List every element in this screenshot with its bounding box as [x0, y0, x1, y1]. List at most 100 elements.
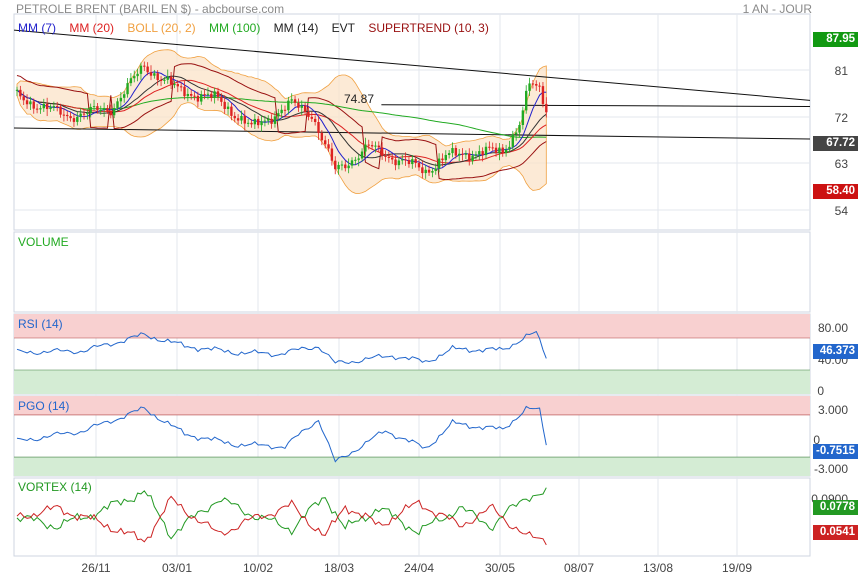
candle — [404, 152, 407, 166]
candle-body — [257, 118, 260, 126]
vortex-minus-line — [16, 495, 547, 546]
candle — [15, 86, 19, 97]
candle-body — [330, 148, 334, 161]
candle — [387, 151, 391, 163]
candle-body — [213, 91, 216, 98]
candle-body — [521, 110, 525, 126]
candle-body — [350, 160, 354, 166]
candle-body — [525, 90, 528, 111]
candle — [451, 142, 454, 158]
candle — [206, 87, 210, 100]
candle — [89, 103, 92, 118]
candle-body — [109, 110, 112, 116]
candle — [173, 80, 176, 89]
badge-low: 58.40 — [813, 184, 858, 199]
candle-body — [273, 116, 277, 124]
candle — [72, 113, 76, 127]
candle — [243, 110, 246, 131]
candle-body — [35, 108, 39, 110]
badge-high: 87.95 — [813, 32, 858, 47]
candle-body — [313, 118, 317, 122]
candle-body — [528, 83, 531, 91]
candle — [317, 116, 320, 140]
candle-body — [370, 145, 374, 147]
bollinger-band — [16, 49, 547, 195]
vortex-minus-badge: 0.0541 — [813, 525, 858, 540]
badge-last: 67.72 — [813, 136, 858, 151]
candle — [76, 111, 79, 126]
candle — [92, 99, 96, 111]
trendline — [381, 104, 811, 108]
candle-body — [190, 93, 193, 96]
price-annotation: 74.87 — [344, 92, 375, 106]
candle — [106, 104, 109, 114]
candle-body — [441, 158, 444, 161]
candle-body — [411, 159, 414, 165]
rsi-tick-80: 80.00 — [817, 321, 848, 335]
candle-body — [267, 118, 270, 121]
candle-body — [193, 95, 196, 97]
candle — [210, 90, 213, 102]
candle-body — [367, 144, 370, 146]
candle-body — [49, 107, 52, 110]
candle — [136, 68, 139, 82]
candle-body — [297, 102, 300, 108]
candle — [401, 154, 404, 165]
candle — [461, 148, 464, 161]
candle — [360, 148, 364, 162]
candle — [303, 102, 307, 116]
candle-body — [260, 121, 263, 126]
candle-body — [243, 115, 246, 124]
candle-body — [458, 153, 461, 156]
panel-frame — [13, 477, 811, 557]
candle — [79, 108, 82, 122]
candle — [324, 135, 327, 149]
candle — [190, 89, 193, 100]
candle-body — [391, 157, 394, 160]
candle — [203, 88, 206, 100]
candle — [478, 145, 481, 160]
candle — [32, 98, 35, 114]
candle-body — [488, 146, 491, 148]
y-tick-81: 81 — [834, 64, 848, 78]
candle-body — [169, 76, 173, 85]
candle — [508, 140, 511, 153]
candle — [521, 106, 525, 130]
candle-body — [414, 159, 417, 164]
candle — [163, 76, 166, 84]
candle — [143, 61, 146, 72]
candle-body — [340, 164, 344, 166]
candle — [176, 80, 179, 93]
candle-body — [514, 132, 518, 135]
candle-body — [431, 171, 434, 173]
candle-body — [230, 106, 233, 116]
candle — [354, 156, 357, 165]
legend: MM (7) MM (20) BOLL (20, 2) MM (100) MM … — [18, 21, 499, 35]
candle-body — [29, 101, 32, 105]
candle — [39, 105, 42, 114]
candle-body — [66, 114, 69, 117]
candle-body — [437, 158, 441, 169]
vortex-plus-line — [16, 487, 547, 540]
pgo-line — [16, 405, 547, 463]
candle-body — [447, 153, 451, 155]
candle — [287, 96, 290, 115]
candle — [307, 106, 310, 121]
candle — [59, 103, 62, 118]
price-panel — [13, 29, 811, 195]
candle — [280, 104, 283, 119]
candle-body — [263, 120, 267, 122]
candle — [263, 115, 267, 127]
candle — [313, 115, 317, 126]
candle-body — [96, 106, 99, 110]
candle-body — [203, 94, 206, 96]
candle — [367, 139, 370, 150]
candle — [19, 85, 22, 100]
panel-frame — [13, 231, 811, 313]
candle-body — [153, 73, 156, 76]
candle — [246, 118, 250, 128]
candle-body — [320, 132, 324, 141]
candle — [123, 91, 126, 103]
candle-body — [179, 86, 183, 88]
candle — [22, 91, 25, 106]
